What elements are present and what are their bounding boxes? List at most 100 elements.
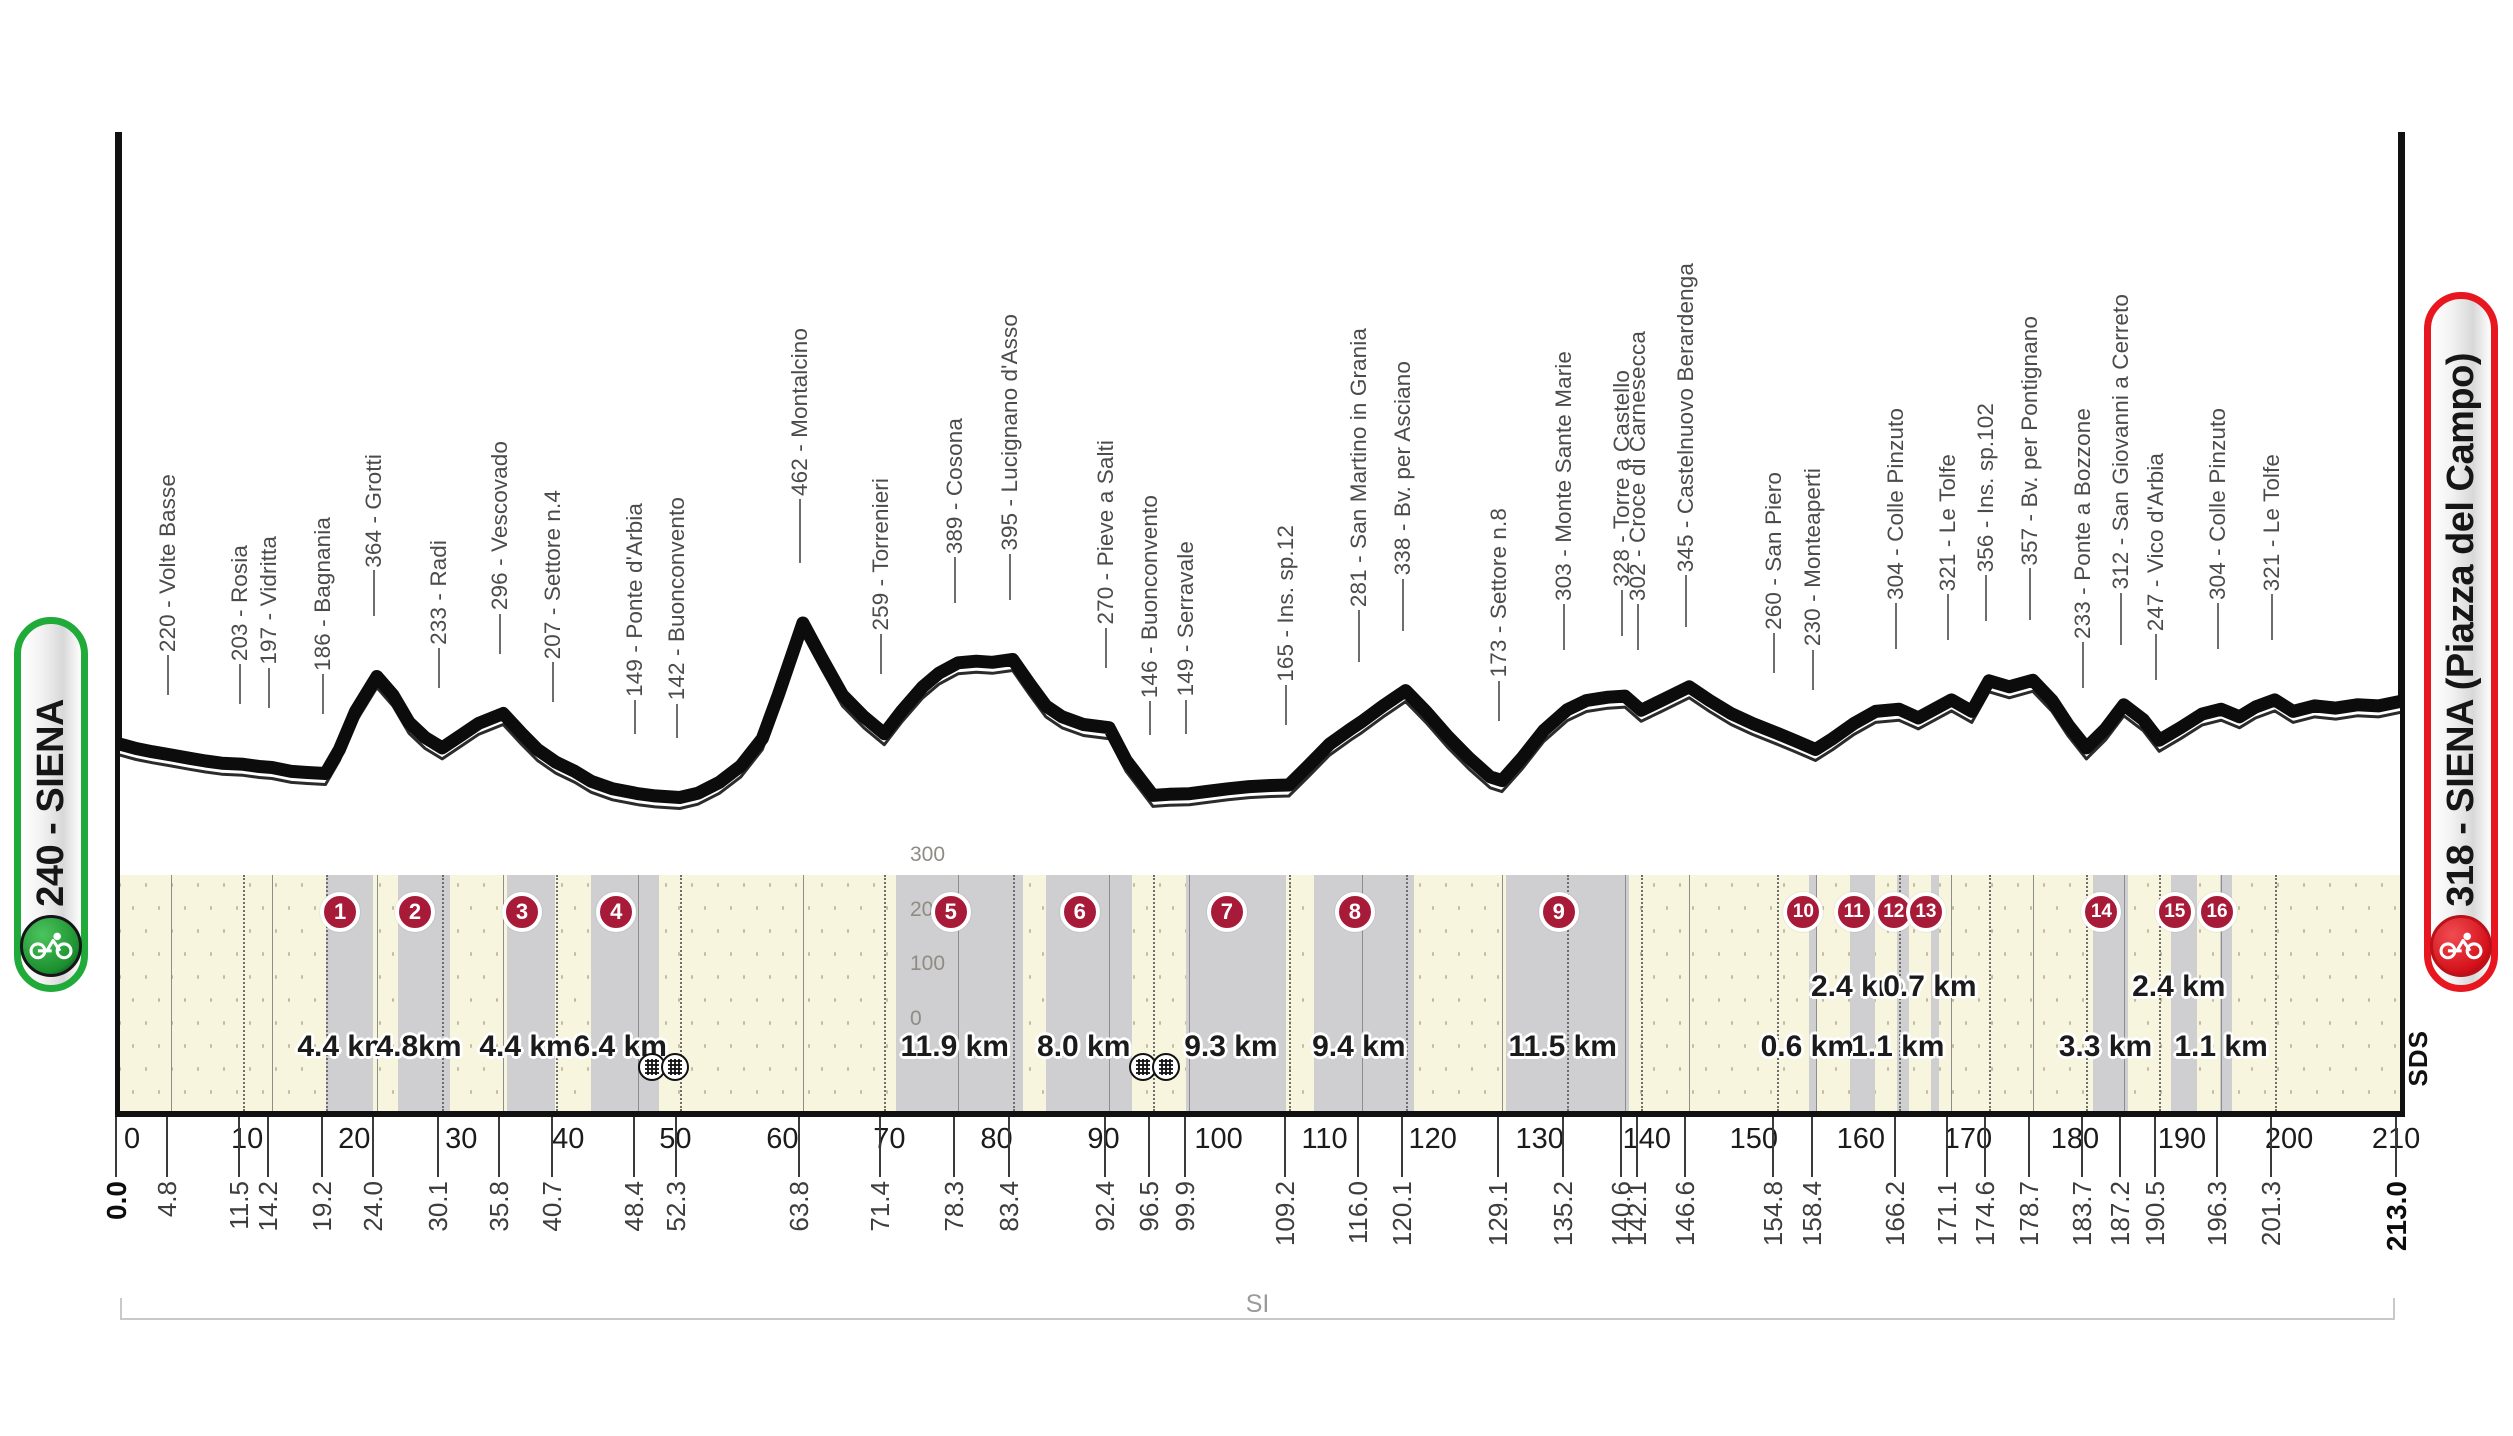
x-distance-0.0: 0.0 bbox=[101, 1181, 132, 1220]
sector-distance-12: 1.1 km bbox=[1851, 1030, 1945, 1063]
x-major-tick-160: 160 bbox=[1836, 1123, 1886, 1155]
place-label-text: 197 - Vidritta bbox=[256, 535, 281, 665]
sector-number-13[interactable]: 13 bbox=[1905, 892, 1946, 932]
x-distance-30.1: 30.1 bbox=[423, 1181, 454, 1232]
sector-number-4[interactable]: 4 bbox=[596, 892, 637, 932]
band-gridline bbox=[1012, 875, 1015, 1111]
place-label: 260 - San Piero bbox=[1761, 472, 1787, 674]
place-label: 328 - Torre a Castello bbox=[1609, 370, 1635, 637]
sector-number-15[interactable]: 15 bbox=[2154, 892, 2195, 932]
sector-number-2[interactable]: 2 bbox=[395, 892, 435, 932]
sector-distance-3: 4.4 km bbox=[479, 1030, 573, 1063]
sector-number-9[interactable]: 9 bbox=[1538, 892, 1579, 932]
place-leader-line bbox=[268, 667, 270, 708]
place-leader-line bbox=[2217, 603, 2220, 650]
place-label: 233 - Ponte a Bozzone bbox=[2070, 408, 2096, 688]
x-tick-line bbox=[633, 1117, 636, 1177]
place-leader-line bbox=[2082, 641, 2085, 688]
x-tick-line bbox=[1983, 1117, 1986, 1177]
place-label: 304 - Colle Pinzuto bbox=[1883, 408, 1909, 650]
sector-number-10[interactable]: 10 bbox=[1783, 892, 1824, 932]
x-distance-48.4: 48.4 bbox=[619, 1181, 650, 1232]
x-distance-201.3: 201.3 bbox=[2255, 1181, 2286, 1247]
place-label-text: 395 - Lucignano d'Asso bbox=[996, 313, 1022, 551]
sector-number-5[interactable]: 5 bbox=[930, 892, 971, 932]
bracket-cap-left bbox=[120, 1298, 122, 1320]
sector-number-14[interactable]: 14 bbox=[2081, 892, 2122, 932]
band-gridline bbox=[272, 875, 273, 1111]
x-distance-178.7: 178.7 bbox=[2013, 1181, 2044, 1247]
x-tick-line bbox=[2118, 1117, 2121, 1177]
place-label: 259 - Torrenieri bbox=[868, 478, 894, 674]
x-major-tick-180: 180 bbox=[2050, 1123, 2100, 1155]
x-tick-line bbox=[1147, 1117, 1150, 1177]
place-leader-line bbox=[1947, 593, 1950, 640]
place-label: 149 - Serravale bbox=[1173, 541, 1199, 734]
x-major-tick-60: 60 bbox=[766, 1123, 799, 1155]
band-gridline bbox=[1689, 875, 1691, 1111]
x-distance-92.4: 92.4 bbox=[1090, 1181, 1121, 1232]
place-label-text: 233 - Radi bbox=[426, 540, 452, 645]
place-label: 173 - Settore n.8 bbox=[1486, 508, 1512, 721]
place-label-text: 389 - Cosona bbox=[942, 417, 968, 554]
band-gridline bbox=[1109, 875, 1111, 1111]
sector-number-7[interactable]: 7 bbox=[1206, 892, 1247, 932]
band-gridline bbox=[1988, 875, 1991, 1111]
place-label-text: 312 - San Giovanni a Cerreto bbox=[2107, 294, 2133, 590]
band-gridline bbox=[2123, 875, 2125, 1111]
x-distance-120.1: 120.1 bbox=[1386, 1181, 1417, 1247]
x-distance-40.7: 40.7 bbox=[536, 1181, 567, 1232]
place-label: 142 - Buonconvento bbox=[664, 497, 690, 738]
x-tick-line bbox=[1400, 1117, 1403, 1177]
sector-number-6[interactable]: 6 bbox=[1059, 892, 1100, 932]
x-tick-line bbox=[953, 1117, 956, 1177]
place-leader-line bbox=[2270, 593, 2273, 640]
x-distance-63.8: 63.8 bbox=[783, 1181, 814, 1232]
band-gridline bbox=[802, 875, 804, 1111]
place-leader-line bbox=[634, 699, 637, 734]
x-tick-line bbox=[1283, 1117, 1286, 1177]
place-label: 186 - Bagnania bbox=[310, 517, 336, 714]
start-city-label: 240 - SIENA bbox=[29, 699, 72, 907]
place-label: 304 - Colle Pinzuto bbox=[2205, 408, 2231, 650]
sector-distance-9: 11.5 km bbox=[1508, 1030, 1617, 1063]
place-leader-line bbox=[2028, 568, 2031, 621]
band-gridline bbox=[243, 875, 246, 1111]
x-tick-line bbox=[1562, 1117, 1565, 1177]
x-distance-158.4: 158.4 bbox=[1796, 1181, 1827, 1247]
place-leader-line bbox=[438, 647, 441, 688]
sector-number-16[interactable]: 16 bbox=[2197, 892, 2238, 932]
place-label: 247 - Vico d'Arbia bbox=[2143, 453, 2169, 681]
place-leader-line bbox=[167, 655, 170, 695]
place-label-text: 207 - Settore n.4 bbox=[539, 489, 565, 660]
sector-distance-8: 9.4 km bbox=[1312, 1030, 1406, 1063]
sector-number-8[interactable]: 8 bbox=[1334, 892, 1375, 932]
x-distance-166.2: 166.2 bbox=[1880, 1181, 1911, 1247]
sector-number-1[interactable]: 1 bbox=[320, 892, 361, 932]
band-gridline bbox=[2032, 875, 2034, 1111]
band-gridline bbox=[1951, 875, 1953, 1111]
sector-distance-16: 1.1 km bbox=[2174, 1030, 2268, 1063]
place-leader-line bbox=[499, 613, 502, 654]
band-gridline bbox=[1641, 875, 1644, 1111]
place-label: 303 - Monte Sante Marie bbox=[1551, 351, 1577, 650]
place-label: 395 - Lucignano d'Asso bbox=[997, 314, 1023, 600]
x-tick-line bbox=[2216, 1117, 2219, 1177]
band-gridline bbox=[1405, 875, 1408, 1111]
sector-number-3[interactable]: 3 bbox=[502, 892, 543, 932]
x-tick-line bbox=[2269, 1117, 2272, 1177]
feed-zone-icon bbox=[1128, 1052, 1158, 1082]
x-tick-line bbox=[437, 1117, 440, 1177]
place-leader-line bbox=[372, 570, 375, 617]
band-gridline bbox=[325, 875, 328, 1111]
province-label: SI bbox=[1245, 1290, 1270, 1318]
x-tick-line bbox=[267, 1117, 269, 1177]
sector-distance-11: 2.4 km bbox=[1810, 970, 1905, 1003]
x-distance-19.2: 19.2 bbox=[306, 1181, 337, 1232]
sector-number-11[interactable]: 11 bbox=[1833, 892, 1874, 932]
cyclist-icon bbox=[20, 915, 82, 977]
province-bracket: SI bbox=[120, 1290, 2395, 1320]
x-major-tick-110: 110 bbox=[1301, 1123, 1348, 1155]
x-distance-24.0: 24.0 bbox=[357, 1181, 388, 1232]
